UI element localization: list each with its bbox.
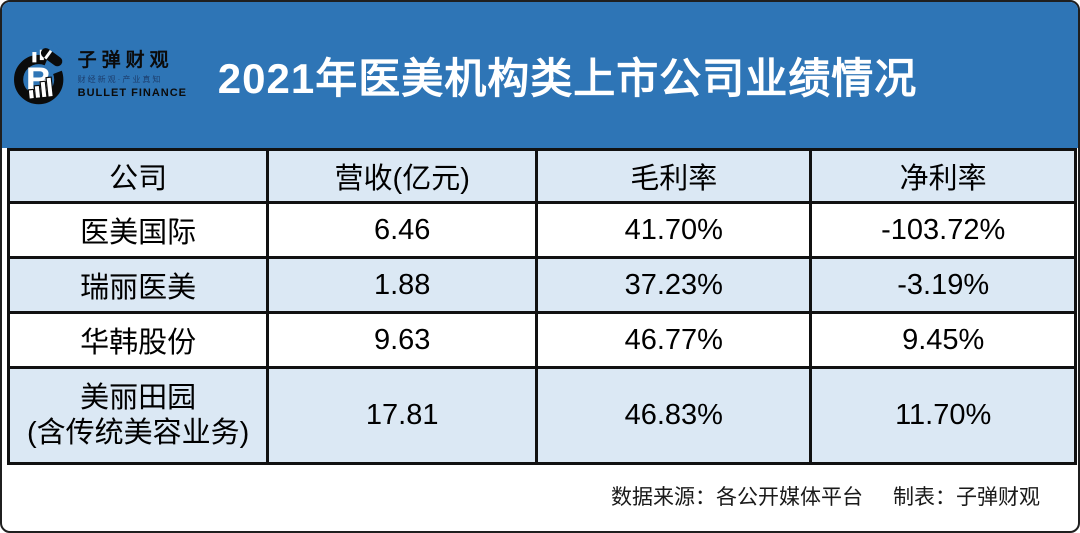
brand-name-en: BULLET FINANCE <box>77 87 187 100</box>
gross-margin-cell: 41.70% <box>535 201 813 259</box>
net-margin-cell: 11.70% <box>809 366 1077 465</box>
brand-name-cn: 子弹财观 <box>77 50 174 72</box>
data-source-label: 数据来源：各公开媒体平台 <box>611 486 863 509</box>
column-header-net-margin: 净利率 <box>809 148 1077 204</box>
credit-label: 制表：子弹财观 <box>893 486 1040 509</box>
page-title: 2021年医美机构类上市公司业绩情况 <box>217 54 918 102</box>
net-margin-cell: -3.19% <box>809 256 1077 314</box>
brand-tagline: 财经新观·产业真知 <box>77 75 163 84</box>
company-name: 美丽田园 <box>80 381 197 414</box>
performance-table: 公司 营收(亿元) 毛利率 净利率 医美国际 6.46 41.70% -103.… <box>6 148 1077 465</box>
company-cell: 华韩股份 <box>6 311 270 369</box>
footer-credits: 数据来源：各公开媒体平台 制表：子弹财观 <box>611 481 1040 511</box>
header-band: B 子弹财观 财经新观·产业真知 BULLET FINANCE <box>2 2 1078 148</box>
table-row: 瑞丽医美 1.88 37.23% -3.19% <box>6 256 1077 314</box>
company-cell: 美丽田园 (含传统美容业务) <box>6 366 270 465</box>
gross-margin-cell: 37.23% <box>535 256 813 314</box>
gross-margin-cell: 46.77% <box>535 311 813 369</box>
bullet-finance-logo-icon: B <box>14 44 70 105</box>
table-row: 美丽田园 (含传统美容业务) 17.81 46.83% 11.70% <box>6 366 1077 465</box>
revenue-cell: 1.88 <box>266 256 539 314</box>
revenue-cell: 6.46 <box>266 201 539 259</box>
company-cell: 医美国际 <box>6 201 270 259</box>
gross-margin-cell: 46.83% <box>535 366 813 465</box>
revenue-cell: 17.81 <box>266 366 539 465</box>
company-cell: 瑞丽医美 <box>6 256 270 314</box>
table-row: 医美国际 6.46 41.70% -103.72% <box>6 201 1077 259</box>
brand-wordmark: 子弹财观 财经新观·产业真知 BULLET FINANCE <box>78 50 187 100</box>
brand-logo: B 子弹财观 财经新观·产业真知 BULLET FINANCE <box>2 25 187 125</box>
column-header-company: 公司 <box>6 148 270 204</box>
table-row: 华韩股份 9.63 46.77% 9.45% <box>6 311 1077 369</box>
company-name-note: (含传统美容业务) <box>26 416 250 449</box>
table-header-row: 公司 营收(亿元) 毛利率 净利率 <box>6 148 1077 204</box>
column-header-revenue: 营收(亿元) <box>266 148 539 204</box>
net-margin-cell: -103.72% <box>809 201 1077 259</box>
net-margin-cell: 9.45% <box>809 311 1077 369</box>
revenue-cell: 9.63 <box>266 311 539 369</box>
column-header-gross-margin: 毛利率 <box>535 148 813 204</box>
